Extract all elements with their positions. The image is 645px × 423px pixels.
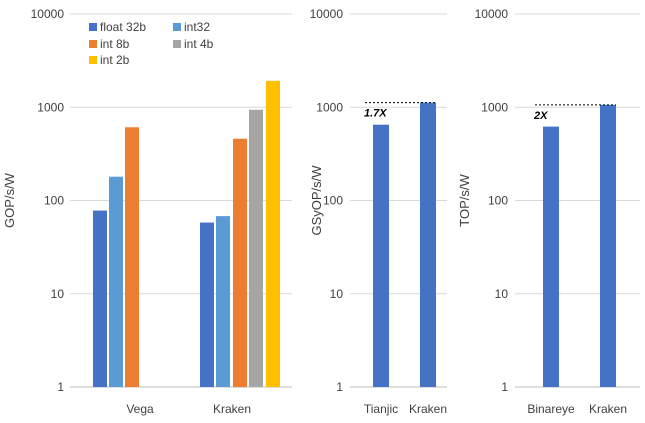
x-category-label: Kraken	[589, 402, 627, 416]
y-tick-label: 10000	[310, 7, 344, 21]
legend-label: int32	[184, 20, 210, 34]
y-tick-label: 1	[501, 380, 508, 394]
y-tick-label: 1000	[316, 100, 343, 114]
x-category-label: Vega	[126, 402, 154, 416]
legend-label: float 32b	[100, 20, 146, 34]
bar-int-2b-Kraken	[266, 80, 280, 388]
bar-int32-Kraken	[216, 216, 230, 387]
y-tick-label: 100	[323, 194, 343, 208]
y-tick-label: 10	[51, 287, 65, 301]
bar-int32-Vega	[109, 176, 123, 387]
x-category-label: Tianjic	[364, 402, 398, 416]
y-tick-label: 1000	[37, 100, 64, 114]
legend-label: int 2b	[100, 53, 130, 67]
x-category-label: Kraken	[409, 402, 447, 416]
x-category-label: Binareye	[527, 402, 575, 416]
bar-Tianjic	[373, 124, 389, 387]
ratio-annotation: 2X	[533, 110, 548, 122]
legend-swatch	[89, 56, 97, 64]
y-tick-label: 1	[336, 380, 343, 394]
y-tick-label: 10	[330, 287, 344, 301]
chart-panel-2: 1 10 100 1000 10000 GSyOP/s/W Tianjic Kraken 1.7…	[309, 7, 447, 416]
ratio-annotation: 1.7X	[364, 108, 387, 120]
legend-label: int 4b	[184, 37, 214, 51]
y-axis-label: GOP/s/W	[2, 172, 17, 228]
y-tick-label: 10000	[31, 7, 65, 21]
bar-Binareye	[543, 126, 559, 388]
bar-float-32b-Kraken	[200, 222, 214, 387]
bar-Kraken	[600, 104, 616, 387]
bar-int-8b-Kraken	[233, 138, 247, 387]
chart-panel-1: 1 10 100 1000 10000 GOP/s/W Vega Kraken float 32…	[2, 7, 292, 416]
y-axis-label: GSyOP/s/W	[309, 165, 324, 236]
x-category-label: Kraken	[213, 402, 251, 416]
chart-panel-3: 1 10 100 1000 10000 TOP/s/W Binareye Kraken 2X	[457, 7, 640, 416]
legend-swatch	[89, 23, 97, 31]
bar-Kraken	[420, 102, 436, 388]
y-axis-label: TOP/s/W	[457, 174, 472, 227]
bar-int-4b-Kraken	[249, 109, 263, 387]
bar-float-32b-Vega	[93, 210, 107, 387]
bar-int-8b-Vega	[125, 127, 139, 387]
y-tick-label: 1000	[481, 100, 508, 114]
legend-swatch	[173, 23, 181, 31]
y-tick-label: 10	[495, 287, 509, 301]
y-tick-label: 1	[57, 380, 64, 394]
legend-swatch	[173, 40, 181, 48]
y-tick-label: 10000	[475, 7, 509, 21]
legend-swatch	[89, 40, 97, 48]
y-tick-label: 100	[488, 194, 508, 208]
legend-label: int 8b	[100, 37, 130, 51]
y-tick-label: 100	[44, 194, 64, 208]
